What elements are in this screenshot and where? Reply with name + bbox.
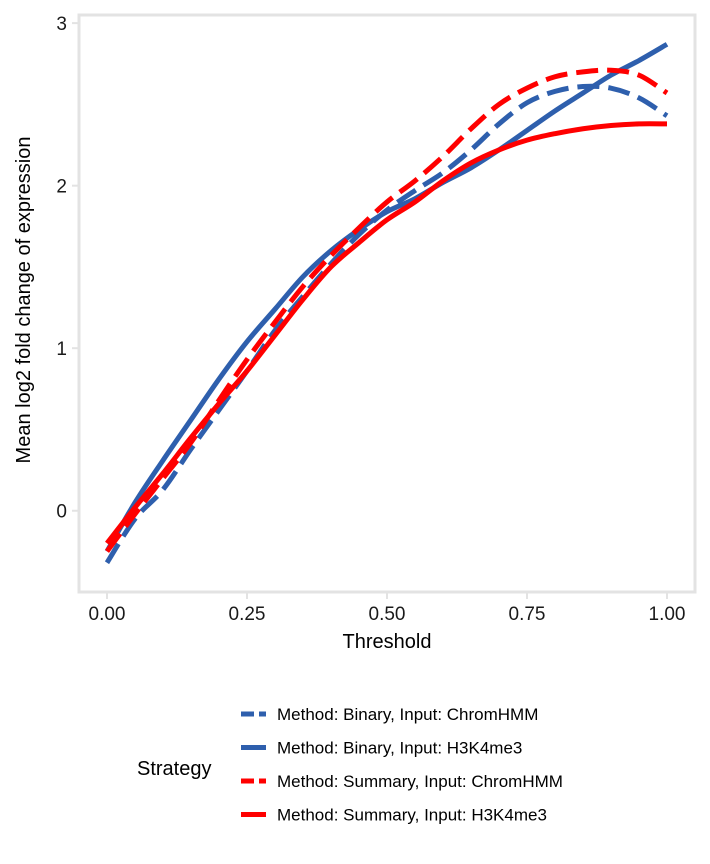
series-line-2	[104, 42, 669, 553]
legend-items: Method: Binary, Input: ChromHMM Method: B…	[241, 705, 563, 825]
legend-item-3: Method: Summary, Input: ChromHMM	[241, 772, 563, 791]
x-axis-title: Threshold	[343, 631, 432, 653]
x-tick-label: 0.50	[369, 604, 406, 625]
series-layer	[104, 42, 669, 565]
series-line-3	[104, 67, 669, 553]
y-tick-label: 0	[56, 502, 67, 523]
legend-item-2: Method: Binary, Input: H3K4me3	[241, 739, 522, 758]
plot-frame	[77, 13, 697, 594]
legend-item-4: Method: Summary, Input: H3K4me3	[241, 806, 547, 825]
legend-label: Method: Summary, Input: ChromHMM	[277, 772, 563, 791]
y-tick-label: 1	[56, 339, 67, 360]
x-axis: 0.00 0.25 0.50 0.75 1.00	[89, 593, 686, 625]
x-tick-label: 0.25	[229, 604, 266, 625]
x-tick-label: 0.00	[89, 604, 126, 625]
y-axis: 0 1 2 3	[56, 14, 78, 523]
legend-label: Method: Binary, Input: ChromHMM	[277, 705, 538, 724]
legend-item-1: Method: Binary, Input: ChromHMM	[241, 705, 538, 724]
series-line-4	[105, 121, 668, 545]
x-tick-label: 1.00	[649, 604, 686, 625]
legend: Strategy Method: Binary, Input: ChromHMM…	[137, 705, 563, 825]
plot-area	[77, 13, 697, 594]
y-tick-label: 3	[56, 14, 67, 35]
x-tick-label: 0.75	[509, 604, 546, 625]
legend-label: Method: Binary, Input: H3K4me3	[277, 739, 522, 758]
y-axis-title: Mean log2 fold change of expression	[13, 137, 35, 464]
legend-label: Method: Summary, Input: H3K4me3	[277, 806, 547, 825]
y-tick-label: 2	[56, 177, 67, 198]
legend-title: Strategy	[137, 758, 211, 780]
